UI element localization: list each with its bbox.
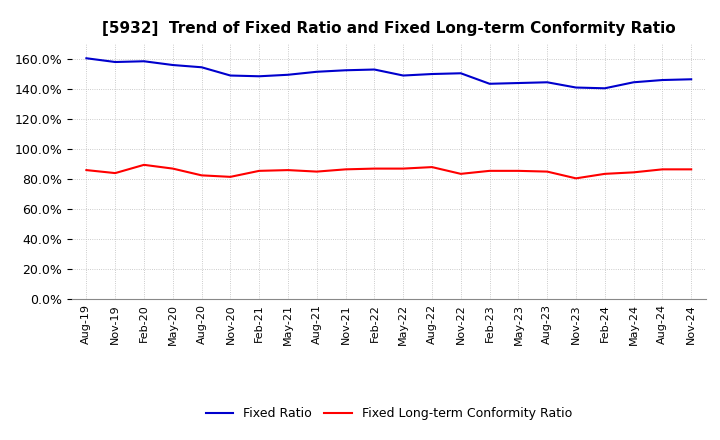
Fixed Ratio xyxy=(572,85,580,90)
Fixed Ratio xyxy=(226,73,235,78)
Fixed Long-term Conformity Ratio xyxy=(168,166,177,171)
Fixed Long-term Conformity Ratio xyxy=(687,167,696,172)
Fixed Ratio xyxy=(629,80,638,85)
Fixed Ratio xyxy=(111,59,120,65)
Fixed Long-term Conformity Ratio xyxy=(543,169,552,174)
Fixed Ratio xyxy=(600,86,609,91)
Fixed Ratio xyxy=(485,81,494,86)
Fixed Long-term Conformity Ratio xyxy=(572,176,580,181)
Fixed Long-term Conformity Ratio xyxy=(485,168,494,173)
Fixed Ratio xyxy=(284,72,292,77)
Fixed Long-term Conformity Ratio xyxy=(658,167,667,172)
Fixed Long-term Conformity Ratio xyxy=(197,173,206,178)
Fixed Long-term Conformity Ratio xyxy=(600,171,609,176)
Fixed Ratio xyxy=(312,69,321,74)
Fixed Ratio xyxy=(168,62,177,68)
Fixed Ratio xyxy=(456,71,465,76)
Fixed Ratio xyxy=(140,59,148,64)
Fixed Long-term Conformity Ratio xyxy=(111,170,120,176)
Fixed Ratio xyxy=(370,67,379,72)
Fixed Long-term Conformity Ratio xyxy=(255,168,264,173)
Fixed Ratio xyxy=(341,68,350,73)
Fixed Ratio xyxy=(82,55,91,61)
Fixed Long-term Conformity Ratio xyxy=(456,171,465,176)
Fixed Ratio xyxy=(428,71,436,77)
Fixed Long-term Conformity Ratio xyxy=(514,168,523,173)
Fixed Ratio xyxy=(658,77,667,83)
Line: Fixed Long-term Conformity Ratio: Fixed Long-term Conformity Ratio xyxy=(86,165,691,178)
Fixed Long-term Conformity Ratio xyxy=(428,165,436,170)
Fixed Ratio xyxy=(514,81,523,86)
Fixed Long-term Conformity Ratio xyxy=(82,168,91,173)
Fixed Long-term Conformity Ratio xyxy=(399,166,408,171)
Fixed Long-term Conformity Ratio xyxy=(226,174,235,180)
Title: [5932]  Trend of Fixed Ratio and Fixed Long-term Conformity Ratio: [5932] Trend of Fixed Ratio and Fixed Lo… xyxy=(102,21,675,36)
Fixed Long-term Conformity Ratio xyxy=(312,169,321,174)
Fixed Long-term Conformity Ratio xyxy=(370,166,379,171)
Fixed Long-term Conformity Ratio xyxy=(629,170,638,175)
Fixed Ratio xyxy=(399,73,408,78)
Line: Fixed Ratio: Fixed Ratio xyxy=(86,58,691,88)
Fixed Long-term Conformity Ratio xyxy=(341,167,350,172)
Fixed Ratio xyxy=(197,65,206,70)
Fixed Ratio xyxy=(543,80,552,85)
Fixed Ratio xyxy=(687,77,696,82)
Legend: Fixed Ratio, Fixed Long-term Conformity Ratio: Fixed Ratio, Fixed Long-term Conformity … xyxy=(201,403,577,425)
Fixed Long-term Conformity Ratio xyxy=(284,168,292,173)
Fixed Long-term Conformity Ratio xyxy=(140,162,148,168)
Fixed Ratio xyxy=(255,73,264,79)
